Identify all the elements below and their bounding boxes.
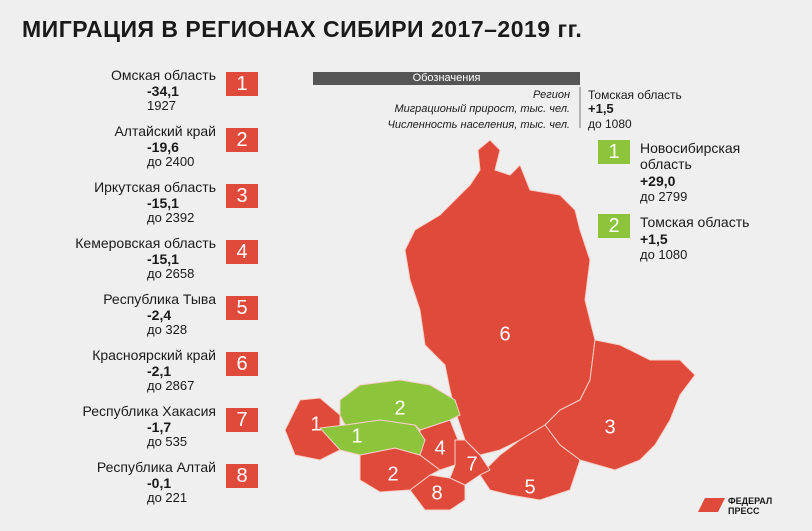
growth: -19,6 bbox=[147, 139, 179, 155]
population: до 535 bbox=[147, 434, 188, 449]
population: до 2867 bbox=[147, 378, 195, 393]
map-label: 8 bbox=[431, 482, 442, 504]
legend-header-bar bbox=[313, 72, 580, 85]
map-label: 1 bbox=[310, 413, 321, 435]
population: до 328 bbox=[147, 322, 188, 337]
growth: -0,1 bbox=[147, 475, 172, 491]
growth: -2,1 bbox=[147, 363, 172, 379]
rank-box: 1 bbox=[226, 72, 258, 96]
map-label: 7 bbox=[466, 453, 477, 475]
legend-label: Миграционый прирост, тыс. чел. bbox=[394, 103, 570, 115]
rank-box: 2 bbox=[226, 128, 258, 152]
map-label: 1 bbox=[351, 425, 362, 447]
population: 1927 bbox=[147, 98, 176, 113]
rank-box: 6 bbox=[226, 352, 258, 376]
legend-title: Обозначения bbox=[412, 72, 481, 84]
growth: -15,1 bbox=[147, 251, 179, 267]
regions bbox=[284, 139, 696, 511]
rank-box: 1 bbox=[598, 140, 630, 164]
population: до 2392 bbox=[147, 210, 195, 225]
title: МИГРАЦИЯ В РЕГИОНАХ СИБИРИ 2017–2019 гг. bbox=[22, 16, 583, 42]
region-name: Новосибирская область bbox=[640, 140, 741, 172]
region-name: Иркутская область bbox=[94, 179, 216, 195]
population: до 1080 bbox=[640, 247, 688, 262]
region-name: Республика Тыва bbox=[103, 291, 216, 307]
region-khakassia bbox=[449, 439, 491, 486]
legend-example-population: до 1080 bbox=[588, 117, 632, 131]
population: до 221 bbox=[147, 490, 188, 505]
region-name: Республика Алтай bbox=[96, 459, 216, 475]
growth: -1,7 bbox=[147, 419, 172, 435]
rank-box: 8 bbox=[226, 464, 258, 488]
population: до 2400 bbox=[147, 154, 195, 169]
map-label: 2 bbox=[387, 463, 398, 485]
logo-text: ФЕДЕРАЛ bbox=[728, 496, 773, 506]
legend-example-growth: +1,5 bbox=[588, 101, 614, 116]
region-omsk bbox=[284, 397, 341, 461]
rank-box: 7 bbox=[226, 408, 258, 432]
growth: -2,4 bbox=[147, 307, 172, 323]
rank-box: 5 bbox=[226, 296, 258, 320]
map-label: 4 bbox=[434, 437, 445, 459]
region-tomsk bbox=[339, 379, 461, 431]
growth: -34,1 bbox=[147, 83, 179, 99]
rank-box: 2 bbox=[598, 214, 630, 238]
map-label: 5 bbox=[524, 476, 535, 498]
map-label: 2 bbox=[394, 397, 405, 419]
region-tyva bbox=[479, 424, 581, 501]
rank-box: 4 bbox=[226, 240, 258, 264]
legend-label: Регион bbox=[532, 89, 570, 101]
population: до 2658 bbox=[147, 266, 195, 281]
map-label: 6 bbox=[499, 323, 510, 345]
logo-mark bbox=[698, 498, 725, 512]
growth: +29,0 bbox=[640, 173, 676, 189]
rank-box: 3 bbox=[226, 184, 258, 208]
region-name: Томская область bbox=[640, 214, 750, 230]
growth: +1,5 bbox=[640, 231, 668, 247]
map-label: 3 bbox=[604, 416, 615, 438]
logo-text: ПРЕСС bbox=[728, 506, 760, 516]
region-name: Алтайский край bbox=[114, 123, 216, 139]
region-name: Республика Хакасия bbox=[82, 403, 216, 419]
region-name: Красноярский край bbox=[92, 347, 216, 363]
growth: -15,1 bbox=[147, 195, 179, 211]
region-name: Омская область bbox=[110, 67, 216, 83]
region-name: Кемеровская область bbox=[75, 235, 216, 251]
legend-example-region: Томская область bbox=[588, 88, 682, 102]
legend-label: Численность населения, тыс. чел. bbox=[387, 119, 570, 131]
region-altai-rep bbox=[409, 474, 466, 511]
population: до 2799 bbox=[640, 189, 688, 204]
region-irkutsk bbox=[544, 339, 696, 471]
